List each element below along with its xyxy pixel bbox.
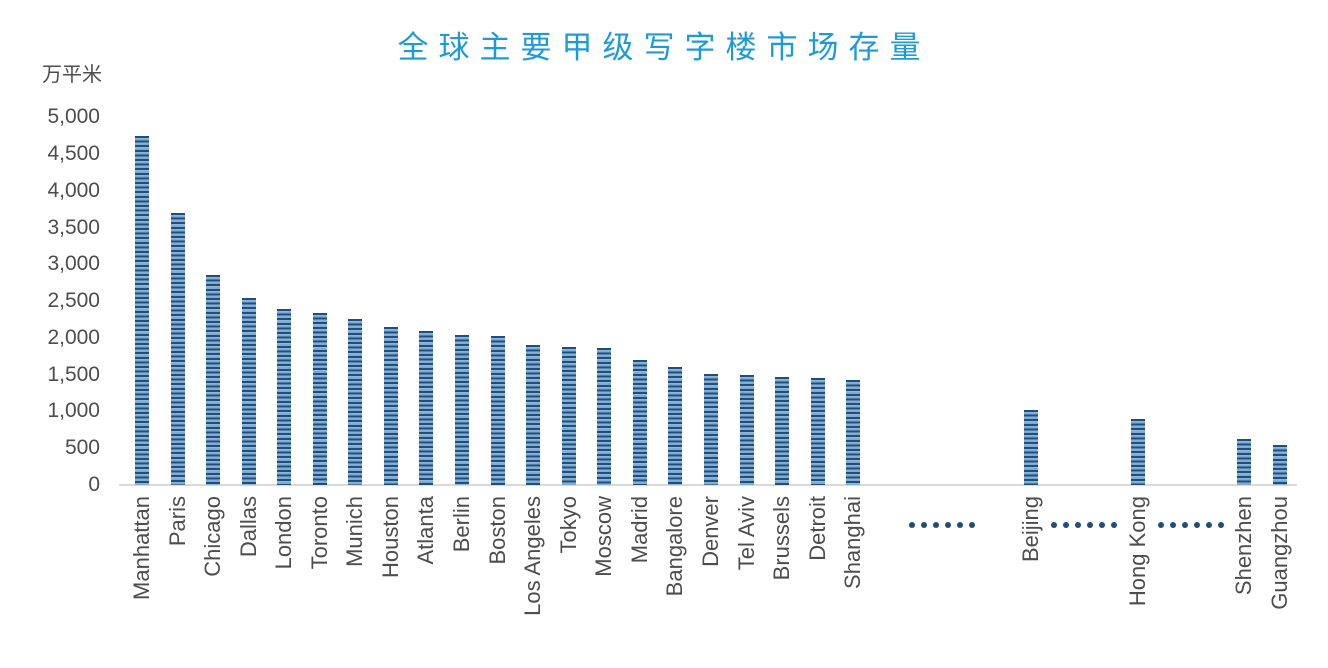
- gap-dot: [909, 522, 916, 528]
- x-label-berlin: Berlin: [449, 496, 475, 553]
- gap-dot: [1170, 522, 1177, 528]
- gap-dot: [945, 522, 952, 528]
- gap-dots-group-2: [1051, 522, 1118, 528]
- x-label-shenzhen: Shenzhen: [1231, 496, 1257, 596]
- gap-dot: [1182, 522, 1189, 528]
- gap-dot: [1194, 522, 1201, 528]
- gap-dot: [1087, 522, 1094, 528]
- gap-dot: [957, 522, 964, 528]
- y-tick-500: 500: [64, 436, 100, 460]
- y-tick-4500: 4,500: [47, 142, 100, 166]
- gap-dot: [933, 522, 940, 528]
- y-tick-1500: 1,500: [47, 362, 100, 386]
- x-label-munich: Munich: [342, 496, 368, 567]
- y-tick-5000: 5,000: [47, 105, 100, 129]
- bar-bangalore: [668, 367, 683, 485]
- x-label-tokyo: Tokyo: [555, 496, 581, 554]
- y-axis-unit-label: 万平米: [42, 64, 102, 86]
- bar-toronto: [312, 312, 327, 485]
- y-tick-2500: 2,500: [47, 289, 100, 313]
- x-label-moscow: Moscow: [591, 496, 617, 577]
- bar-los-angeles: [526, 345, 541, 485]
- bar-brussels: [775, 376, 790, 485]
- x-label-toronto: Toronto: [306, 496, 332, 570]
- y-tick-0: 0: [88, 473, 100, 496]
- x-label-chicago: Chicago: [200, 496, 226, 577]
- x-label-houston: Houston: [377, 496, 403, 578]
- gap-dot: [1099, 522, 1106, 528]
- gap-dot: [969, 522, 976, 528]
- chart-title: 全球主要甲级写字楼市场存量: [397, 30, 931, 65]
- x-label-hong-kong: Hong Kong: [1124, 496, 1150, 607]
- x-label-madrid: Madrid: [626, 496, 652, 564]
- y-tick-3500: 3,500: [47, 215, 100, 239]
- bar-atlanta: [419, 330, 434, 485]
- gap-dot: [1218, 522, 1225, 528]
- gap-dots-group-3: [1158, 522, 1225, 528]
- bar-shenzhen: [1237, 439, 1252, 485]
- y-tick-2000: 2,000: [47, 325, 100, 349]
- gap-dot: [1063, 522, 1070, 528]
- gap-dot: [1051, 522, 1058, 528]
- bar-madrid: [632, 360, 647, 485]
- x-label-beijing: Beijing: [1018, 496, 1043, 563]
- y-tick-1000: 1,000: [47, 399, 100, 423]
- x-label-london: London: [271, 496, 297, 570]
- bar-moscow: [597, 348, 612, 485]
- x-label-manhattan: Manhattan: [129, 496, 154, 600]
- bar-houston: [383, 326, 398, 485]
- x-label-brussels: Brussels: [769, 496, 795, 581]
- bar-munich: [348, 318, 363, 485]
- bar-paris: [170, 212, 185, 485]
- bar-tokyo: [561, 346, 576, 485]
- x-label-bangalore: Bangalore: [662, 496, 688, 597]
- bar-shanghai: [846, 379, 861, 485]
- bar-denver: [703, 374, 718, 485]
- x-axis-line: [119, 484, 1297, 486]
- gap-dot: [1111, 522, 1118, 528]
- x-label-guangzhou: Guangzhou: [1266, 496, 1292, 610]
- y-tick-3000: 3,000: [47, 252, 100, 276]
- bar-dallas: [241, 297, 256, 485]
- x-label-detroit: Detroit: [804, 496, 830, 561]
- x-label-paris: Paris: [164, 496, 190, 547]
- x-label-denver: Denver: [697, 496, 723, 567]
- bar-hong-kong: [1130, 418, 1145, 485]
- gap-dot: [1206, 522, 1213, 528]
- gap-dot: [1158, 522, 1165, 528]
- bar-berlin: [455, 335, 470, 485]
- bar-detroit: [810, 377, 825, 485]
- x-label-atlanta: Atlanta: [413, 496, 439, 565]
- y-tick-4000: 4,000: [47, 178, 100, 202]
- gap-dots-group-1: [909, 522, 976, 528]
- x-label-boston: Boston: [484, 496, 510, 565]
- bar-chicago: [206, 275, 221, 485]
- bar-tel-aviv: [739, 375, 754, 485]
- bar-boston: [490, 335, 505, 485]
- x-label-los-angeles: Los Angeles: [520, 496, 546, 616]
- x-label-shanghai: Shanghai: [840, 496, 866, 589]
- bar-beijing: [1024, 410, 1038, 485]
- x-label-tel-aviv: Tel Aviv: [733, 496, 759, 571]
- bar-guangzhou: [1272, 444, 1287, 485]
- bar-london: [277, 308, 292, 485]
- bar-manhattan: [135, 135, 149, 485]
- gap-dot: [921, 522, 928, 528]
- x-label-dallas: Dallas: [235, 496, 261, 558]
- gap-dot: [1075, 522, 1082, 528]
